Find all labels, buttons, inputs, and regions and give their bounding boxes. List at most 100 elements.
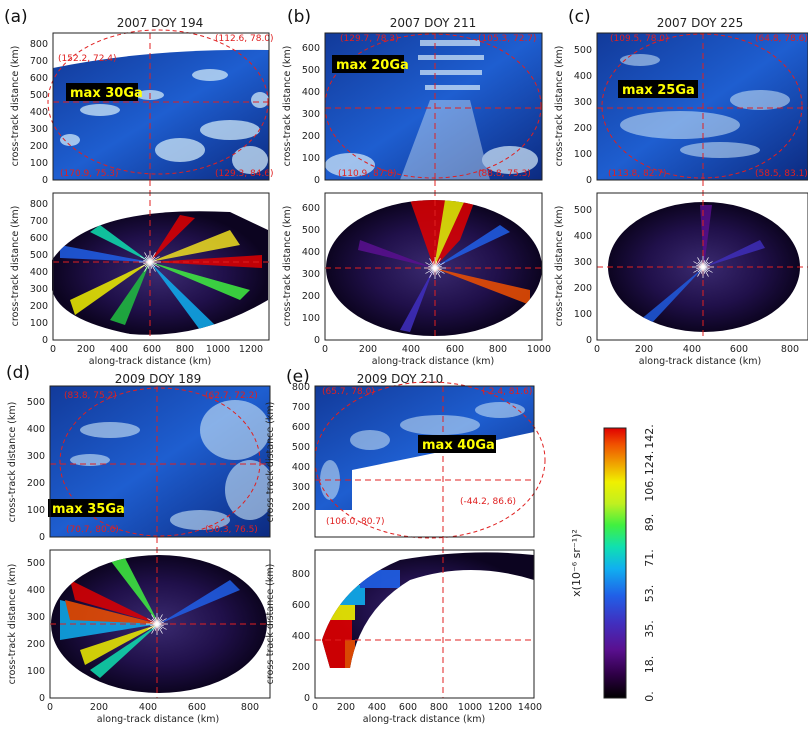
svg-text:100: 100 xyxy=(27,666,45,677)
svg-text:500: 500 xyxy=(302,65,320,76)
top-image: (83.8, 75.2) (62.7, 72.2) (70.7, 80.6) (… xyxy=(48,385,271,538)
svg-text:200: 200 xyxy=(77,344,95,355)
corner-label: (88.8, 75.3) xyxy=(478,169,531,179)
svg-text:800: 800 xyxy=(292,569,310,580)
svg-text:200: 200 xyxy=(574,283,592,294)
corner-label: (129.7, 78.3) xyxy=(340,34,399,44)
corner-label: (65.7, 78.0) xyxy=(322,387,375,397)
max-label: max 20Ga xyxy=(336,58,409,73)
svg-text:200: 200 xyxy=(302,291,320,302)
corner-label: (106.0, 80.7) xyxy=(326,517,385,527)
svg-text:500: 500 xyxy=(27,558,45,569)
svg-text:300: 300 xyxy=(27,451,45,462)
corner-label: (113.8, 82.7) xyxy=(608,169,667,179)
y-axis-label: cross-track distance (km) xyxy=(7,564,18,685)
y-axis-label: cross-track distance (km) xyxy=(10,46,21,167)
svg-text:800: 800 xyxy=(30,199,48,210)
svg-text:200: 200 xyxy=(30,301,48,312)
svg-text:500: 500 xyxy=(574,205,592,216)
x-axis-label: along-track distance (km) xyxy=(89,356,211,367)
colorbar: 0.18.35.53.71.89.106.124.142. x(10⁻⁶ sr⁻… xyxy=(570,424,656,702)
x-axis-label: along-track distance (km) xyxy=(372,356,494,367)
svg-text:0: 0 xyxy=(586,175,592,186)
svg-text:0: 0 xyxy=(312,702,318,713)
svg-text:700: 700 xyxy=(30,216,48,227)
svg-text:500: 500 xyxy=(292,442,310,453)
colorbar-label: x(10⁻⁶ sr⁻¹)² xyxy=(570,529,583,597)
svg-text:200: 200 xyxy=(27,639,45,650)
svg-text:600: 600 xyxy=(188,702,206,713)
svg-text:400: 400 xyxy=(683,344,701,355)
svg-text:1400: 1400 xyxy=(518,702,542,713)
corner-label: (64.8, 78.6) xyxy=(755,34,808,44)
svg-text:300: 300 xyxy=(30,124,48,135)
svg-text:100: 100 xyxy=(574,309,592,320)
svg-text:800: 800 xyxy=(176,344,194,355)
y-axis-label: cross-track distance (km) xyxy=(265,564,276,685)
y-axis-label: cross-track distance (km) xyxy=(554,206,565,327)
panel-title: 2009 DOY 210 xyxy=(357,372,443,386)
svg-text:0: 0 xyxy=(322,344,328,355)
corner-label: (112.6, 78.0) xyxy=(215,34,274,44)
svg-text:300: 300 xyxy=(302,269,320,280)
y-axis-label: cross-track distance (km) xyxy=(265,402,276,523)
top-image: (152.2, 72.4) (112.6, 78.0) (170.9, 75.3… xyxy=(47,29,274,181)
corner-label: (170.9, 75.3) xyxy=(60,169,119,179)
x-axis-label: along-track distance (km) xyxy=(97,714,219,725)
center-starburst xyxy=(146,613,168,635)
svg-text:600: 600 xyxy=(30,233,48,244)
corner-label: (62.7, 72.2) xyxy=(205,391,258,401)
y-axis-label: cross-track distance (km) xyxy=(554,46,565,167)
svg-text:600: 600 xyxy=(302,43,320,54)
top-image: (65.7, 78.0) (-2.4, 81.6) (106.0, 80.7) … xyxy=(314,381,546,539)
svg-text:1000: 1000 xyxy=(206,344,230,355)
bottom-disc xyxy=(52,180,270,341)
svg-text:1200: 1200 xyxy=(488,702,512,713)
svg-text:300: 300 xyxy=(302,109,320,120)
svg-text:600: 600 xyxy=(399,702,417,713)
svg-text:400: 400 xyxy=(30,107,48,118)
y-axis-label: cross-track distance (km) xyxy=(282,206,293,327)
svg-text:0: 0 xyxy=(50,344,56,355)
panel-letter: (c) xyxy=(568,7,591,27)
svg-text:400: 400 xyxy=(574,231,592,242)
svg-text:400: 400 xyxy=(292,462,310,473)
svg-text:0: 0 xyxy=(47,702,53,713)
svg-text:300: 300 xyxy=(292,482,310,493)
svg-text:400: 400 xyxy=(402,344,420,355)
max-label: max 30Ga xyxy=(70,86,143,101)
svg-text:400: 400 xyxy=(574,71,592,82)
corner-label: (110.9, 87.8) xyxy=(338,169,397,179)
corner-label: (109.5, 78.0) xyxy=(610,34,669,44)
bottom-disc xyxy=(49,537,271,699)
panel-b: (b) 2007 DOY 211 (129.7, 78.3) (105.3, 7… xyxy=(282,7,551,367)
svg-text:800: 800 xyxy=(781,344,799,355)
svg-text:200: 200 xyxy=(30,141,48,152)
svg-text:200: 200 xyxy=(90,702,108,713)
bottom-disc xyxy=(324,180,543,341)
corner-label: (152.2, 72.4) xyxy=(58,54,117,64)
center-starburst xyxy=(139,251,161,273)
svg-text:1200: 1200 xyxy=(239,344,263,355)
svg-text:500: 500 xyxy=(30,250,48,261)
panel-title: 2007 DOY 225 xyxy=(657,16,743,30)
max-label: max 40Ga xyxy=(422,438,495,453)
svg-text:200: 200 xyxy=(635,344,653,355)
svg-text:600: 600 xyxy=(292,600,310,611)
svg-text:100: 100 xyxy=(30,158,48,169)
top-image: (129.7, 78.3) (105.3, 72.7) (110.9, 87.8… xyxy=(324,32,543,181)
x-axis-ticks: 0 200 400 600 800 xyxy=(594,344,799,355)
svg-text:800: 800 xyxy=(292,382,310,393)
panel-title: 2007 DOY 194 xyxy=(117,16,203,30)
svg-text:600: 600 xyxy=(292,422,310,433)
x-axis-label: along-track distance (km) xyxy=(363,714,485,725)
y-axis-label: cross-track distance (km) xyxy=(7,402,18,523)
panel-d: (d) 2009 DOY 189 (83.8, 75.2) (62.7, 72.… xyxy=(6,363,271,725)
svg-text:600: 600 xyxy=(446,344,464,355)
svg-text:400: 400 xyxy=(110,344,128,355)
svg-text:300: 300 xyxy=(574,97,592,108)
center-starburst xyxy=(692,256,714,278)
svg-text:800: 800 xyxy=(30,39,48,50)
svg-text:0: 0 xyxy=(586,335,592,346)
svg-text:700: 700 xyxy=(30,56,48,67)
